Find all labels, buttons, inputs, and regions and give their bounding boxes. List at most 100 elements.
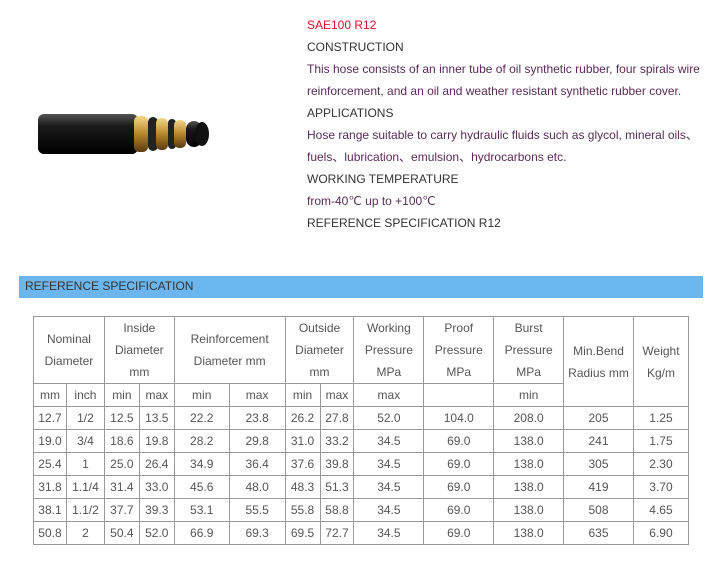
table-row: 25.4 1 25.0 26.4 34.9 36.4 37.6 39.8 34.5 69.0 138… <box>33 452 690 476</box>
table-cell: 26.2 <box>284 406 321 430</box>
table-cell: 138.0 <box>493 498 565 522</box>
sub-inch: inch <box>65 383 105 407</box>
table-cell: 34.5 <box>353 521 425 545</box>
header-working: Working Pressure MPa <box>353 316 425 384</box>
table-cell: 508 <box>563 498 634 522</box>
table-cell: 6.90 <box>632 521 690 545</box>
table-cell: 69.0 <box>423 452 495 476</box>
sub-mm: mm <box>33 383 67 407</box>
table-cell: 38.1 <box>33 498 67 522</box>
temperature-heading: WORKING TEMPERATURE <box>307 172 459 186</box>
table-cell: 1.25 <box>632 406 690 430</box>
table-cell: 34.5 <box>353 452 425 476</box>
header-reinforcement: Reinforcement Diameter mm <box>173 316 286 384</box>
table-cell: 69.0 <box>423 475 495 499</box>
table-cell: 23.8 <box>228 406 286 430</box>
table-cell: 4.65 <box>632 498 690 522</box>
table-cell: 48.3 <box>284 475 321 499</box>
table-cell: 3.70 <box>632 475 690 499</box>
table-cell: 27.8 <box>319 406 355 430</box>
hose-image <box>38 114 209 154</box>
table-cell: 205 <box>563 406 634 430</box>
applications-heading: APPLICATIONS <box>307 106 394 120</box>
table-cell: 34.9 <box>173 452 230 476</box>
table-cell: 19.0 <box>33 429 67 453</box>
table-cell: 3/4 <box>65 429 105 453</box>
header-outside: Outside Diameter mm <box>284 316 355 384</box>
header-weight: Weight Kg/m <box>632 316 690 407</box>
product-title: SAE100 R12 <box>307 18 377 32</box>
table-cell: 50.4 <box>103 521 140 545</box>
table-cell: 19.8 <box>138 429 175 453</box>
table-cell: 138.0 <box>493 475 565 499</box>
table-cell: 55.5 <box>228 498 286 522</box>
table-cell: 25.0 <box>103 452 140 476</box>
table-cell: 37.6 <box>284 452 321 476</box>
header-burst: Burst Pressure MPa <box>493 316 565 384</box>
sub-min: min <box>173 383 230 407</box>
table-cell: 34.5 <box>353 429 425 453</box>
header-proof: Proof Pressure MPa <box>423 316 495 384</box>
sub-max: max <box>228 383 286 407</box>
section-band: REFERENCE SPECIFICATION <box>19 276 703 298</box>
construction-heading: CONSTRUCTION <box>307 40 404 54</box>
table-cell: 12.5 <box>103 406 140 430</box>
table-cell: 58.8 <box>319 498 355 522</box>
product-info: SAE100 R12 CONSTRUCTION This hose consis… <box>307 14 707 234</box>
sub-max: max <box>319 383 355 407</box>
table-cell: 13.5 <box>138 406 175 430</box>
table-cell: 208.0 <box>493 406 565 430</box>
table-cell: 33.2 <box>319 429 355 453</box>
spec-table: Nominal Diameter Inside Diameter mm Rein… <box>33 316 690 545</box>
sub-min: min <box>284 383 321 407</box>
table-cell: 138.0 <box>493 521 565 545</box>
table-cell: 69.0 <box>423 521 495 545</box>
table-cell: 69.5 <box>284 521 321 545</box>
table-cell: 45.6 <box>173 475 230 499</box>
table-cell: 66.9 <box>173 521 230 545</box>
sub-max: max <box>353 383 425 407</box>
table-cell: 34.5 <box>353 498 425 522</box>
table-cell: 37.7 <box>103 498 140 522</box>
table-cell: 69.0 <box>423 498 495 522</box>
table-cell: 50.8 <box>33 521 67 545</box>
table-row: 31.8 1.1/4 31.4 33.0 45.6 48.0 48.3 51.3 34.5 69.… <box>33 475 690 499</box>
table-cell: 138.0 <box>493 429 565 453</box>
sub-min: min <box>103 383 140 407</box>
table-cell: 29.8 <box>228 429 286 453</box>
table-cell: 635 <box>563 521 634 545</box>
table-cell: 1 <box>65 452 105 476</box>
table-cell: 69.3 <box>228 521 286 545</box>
table-cell: 419 <box>563 475 634 499</box>
sub-min: min <box>493 383 565 407</box>
table-cell: 104.0 <box>423 406 495 430</box>
table-cell: 72.7 <box>319 521 355 545</box>
header-nominal: Nominal Diameter <box>33 316 105 384</box>
table-cell: 34.5 <box>353 475 425 499</box>
table-cell: 39.8 <box>319 452 355 476</box>
applications-text: Hose range suitable to carry hydraulic f… <box>307 128 698 164</box>
table-cell: 31.0 <box>284 429 321 453</box>
table-cell: 22.2 <box>173 406 230 430</box>
table-row: 19.0 3/4 18.6 19.8 28.2 29.8 31.0 33.2 34.5 69.0 1… <box>33 429 690 453</box>
table-cell: 52.0 <box>138 521 175 545</box>
table-cell: 1.75 <box>632 429 690 453</box>
table-cell: 53.1 <box>173 498 230 522</box>
table-cell: 1.1/2 <box>65 498 105 522</box>
construction-text: This hose consists of an inner tube of o… <box>307 62 700 98</box>
table-cell: 305 <box>563 452 634 476</box>
header-bend: Min.Bend Radius mm <box>563 316 634 407</box>
table-row: 38.1 1.1/2 37.7 39.3 53.1 55.5 55.8 58.8 34.5 69.… <box>33 498 690 522</box>
table-cell: 36.4 <box>228 452 286 476</box>
table-cell: 18.6 <box>103 429 140 453</box>
sub-max: max <box>138 383 175 407</box>
table-cell: 48.0 <box>228 475 286 499</box>
table-cell: 31.8 <box>33 475 67 499</box>
table-cell: 39.3 <box>138 498 175 522</box>
table-cell: 2.30 <box>632 452 690 476</box>
table-cell: 31.4 <box>103 475 140 499</box>
table-cell: 51.3 <box>319 475 355 499</box>
reference-heading: REFERENCE SPECIFICATION R12 <box>307 216 501 230</box>
table-cell: 241 <box>563 429 634 453</box>
table-cell: 26.4 <box>138 452 175 476</box>
